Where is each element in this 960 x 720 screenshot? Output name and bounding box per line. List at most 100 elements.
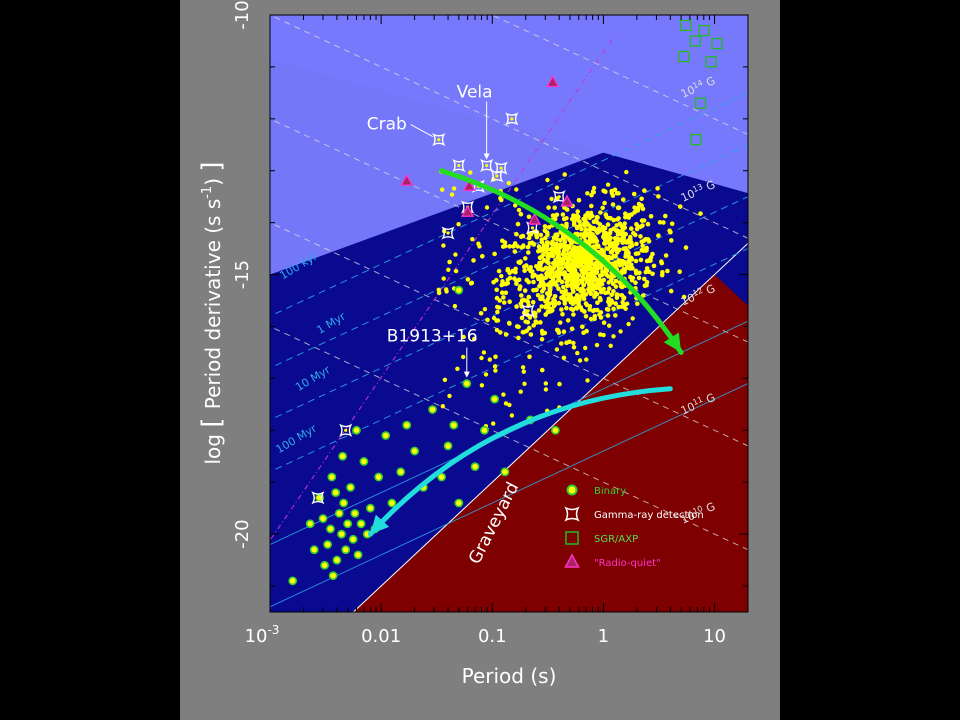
- pulsar-point: [604, 246, 609, 251]
- pulsar-point: [520, 365, 526, 370]
- binary-point: [359, 457, 369, 466]
- pulsar-point: [461, 354, 466, 360]
- pulsar-point: [587, 238, 593, 243]
- pulsar-point: [499, 282, 505, 288]
- pulsar-point: [608, 250, 614, 255]
- pulsar-point: [613, 278, 619, 284]
- pulsar-point: [569, 216, 575, 222]
- pulsar-point: [538, 232, 544, 238]
- pulsar-point: [615, 292, 621, 298]
- pulsar-point: [530, 274, 535, 279]
- field-line-label: 1013 G: [679, 177, 718, 205]
- pulsar-point: [498, 196, 503, 201]
- pulsar-point: [581, 233, 587, 239]
- pulsar-point: [492, 251, 497, 257]
- pulsar-point: [521, 369, 526, 374]
- sgr-point: [695, 97, 707, 109]
- pulsar-point: [580, 291, 586, 297]
- binary-point: [551, 425, 560, 435]
- pulsar-point: [505, 267, 511, 272]
- pulsar-point: [657, 220, 663, 225]
- pulsar-point: [656, 194, 661, 199]
- pulsar-point: [620, 300, 625, 305]
- legend-gamma-symbol: [564, 506, 580, 522]
- pulsar-point: [605, 222, 611, 227]
- pulsar-point: [546, 205, 551, 210]
- pulsar-point: [597, 286, 603, 292]
- pulsar-point: [604, 214, 609, 220]
- gamma-series: [311, 112, 566, 505]
- pulsar-point: [554, 237, 560, 242]
- legend-label: Binary: [594, 486, 626, 497]
- pulsar-point: [655, 186, 660, 191]
- x-tick-label: 1: [598, 626, 609, 647]
- radio-quiet-point: [527, 212, 542, 225]
- pulsar-point: [552, 205, 557, 211]
- pulsar-point: [548, 274, 553, 280]
- pulsar-point: [562, 298, 567, 303]
- binary-point: [331, 488, 341, 497]
- pulsar-point: [605, 307, 611, 312]
- pulsar-point: [589, 203, 594, 209]
- pulsar-point: [516, 335, 521, 341]
- pulsar-point: [550, 270, 556, 275]
- gamma-point: [339, 423, 353, 437]
- pulsar-point: [611, 253, 616, 259]
- pulsar-point: [522, 288, 528, 293]
- gamma-point: [432, 133, 446, 147]
- pulsar-point: [635, 251, 641, 256]
- binary-point: [339, 498, 349, 508]
- pulsar-point: [558, 320, 563, 325]
- binary-point: [334, 508, 344, 518]
- pulsar-point: [539, 246, 544, 252]
- binary-point: [328, 571, 338, 581]
- binary-point: [348, 534, 358, 544]
- pulsar-point: [584, 328, 589, 334]
- binary-point: [454, 285, 464, 295]
- pulsar-point: [543, 235, 548, 241]
- pulsar-point: [501, 300, 507, 305]
- pulsar-point: [540, 296, 545, 302]
- pulsar-point: [536, 308, 542, 313]
- pulsar-point: [549, 306, 554, 312]
- pulsar-point: [554, 347, 560, 352]
- binary-point: [326, 524, 335, 534]
- pulsar-point: [576, 247, 581, 252]
- binary-point: [410, 446, 419, 456]
- pulsar-point: [528, 265, 533, 270]
- pulsar-point: [537, 255, 543, 260]
- pulsar-point: [617, 280, 623, 285]
- pulsar-point: [518, 389, 523, 394]
- pulsar-point: [539, 336, 545, 342]
- x-tick-label: 0.1: [478, 626, 507, 647]
- pulsar-point: [606, 296, 612, 302]
- pulsar-point: [607, 230, 613, 236]
- pulsar-point: [452, 303, 458, 309]
- field-line-label: 1010 G: [679, 499, 718, 527]
- binary-point: [387, 498, 397, 508]
- pulsar-point: [632, 210, 637, 215]
- pulsar-point: [542, 224, 548, 229]
- pulsar-point: [447, 393, 452, 399]
- pulsar-point: [547, 289, 552, 295]
- pulsar-point: [479, 383, 485, 388]
- pulsar-point: [465, 277, 471, 282]
- pulsar-point: [506, 320, 512, 326]
- field-line: [270, 118, 748, 343]
- pulsar-point: [536, 266, 541, 272]
- pulsar-point: [601, 332, 606, 338]
- pulsar-point: [568, 283, 573, 288]
- pulsar-point: [698, 211, 703, 216]
- field-line: [270, 325, 748, 551]
- pulsar-point: [613, 228, 619, 233]
- pulsar-point: [539, 277, 545, 283]
- pulsar-point: [514, 231, 519, 237]
- y-tick-label: -20: [232, 519, 253, 548]
- pulsar-point: [640, 243, 645, 248]
- pulsar-point: [543, 275, 549, 280]
- pulsar-point: [571, 312, 576, 317]
- pulsar-point: [640, 248, 646, 253]
- pulsar-point: [556, 286, 561, 292]
- pulsar-point: [601, 277, 607, 283]
